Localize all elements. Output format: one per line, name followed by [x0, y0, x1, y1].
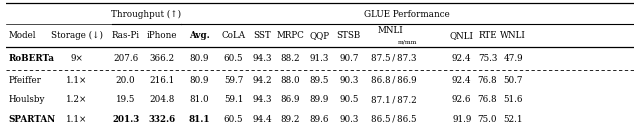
Text: 216.1: 216.1: [149, 76, 175, 85]
Text: 75.3: 75.3: [478, 54, 497, 63]
Text: 59.1: 59.1: [224, 95, 243, 104]
Text: SST: SST: [253, 31, 271, 40]
Text: QNLI: QNLI: [450, 31, 474, 40]
Text: 94.3: 94.3: [253, 95, 272, 104]
Text: 86.8 / 86.9: 86.8 / 86.9: [371, 76, 417, 85]
Text: iPhone: iPhone: [147, 31, 177, 40]
Text: Model: Model: [8, 31, 36, 40]
Text: 366.2: 366.2: [149, 54, 175, 63]
Text: 20.0: 20.0: [116, 76, 136, 85]
Text: 86.9: 86.9: [281, 95, 300, 104]
Text: 80.9: 80.9: [190, 76, 209, 85]
Text: 88.0: 88.0: [281, 76, 300, 85]
Text: Pfeiffer: Pfeiffer: [8, 76, 41, 85]
Text: 94.3: 94.3: [253, 54, 272, 63]
Text: 75.0: 75.0: [477, 115, 497, 124]
Text: 87.1 / 87.2: 87.1 / 87.2: [371, 95, 417, 104]
Text: QQP: QQP: [309, 31, 330, 40]
Text: RTE: RTE: [478, 31, 497, 40]
Text: 81.1: 81.1: [189, 115, 211, 124]
Text: 204.8: 204.8: [149, 95, 175, 104]
Text: 94.2: 94.2: [253, 76, 272, 85]
Text: 87.5 / 87.3: 87.5 / 87.3: [371, 54, 417, 63]
Text: 60.5: 60.5: [224, 54, 243, 63]
Text: 89.9: 89.9: [310, 95, 329, 104]
Text: 50.7: 50.7: [504, 76, 523, 85]
Text: Throughput (↑): Throughput (↑): [111, 10, 181, 19]
Text: 52.1: 52.1: [504, 115, 523, 124]
Text: 90.7: 90.7: [339, 54, 358, 63]
Text: SPARTAN: SPARTAN: [8, 115, 56, 124]
Text: 91.9: 91.9: [452, 115, 472, 124]
Text: 86.5 / 86.5: 86.5 / 86.5: [371, 115, 417, 124]
Text: 51.6: 51.6: [504, 95, 523, 104]
Text: 76.8: 76.8: [477, 95, 497, 104]
Text: 76.8: 76.8: [477, 76, 497, 85]
Text: 94.4: 94.4: [252, 115, 272, 124]
Text: MRPC: MRPC: [276, 31, 305, 40]
Text: 92.4: 92.4: [452, 76, 472, 85]
Text: MNLI: MNLI: [378, 26, 404, 35]
Text: 1.1×: 1.1×: [66, 115, 87, 124]
Text: WNLI: WNLI: [500, 31, 526, 40]
Text: 89.5: 89.5: [310, 76, 329, 85]
Text: m/mm: m/mm: [398, 39, 417, 44]
Text: 89.2: 89.2: [281, 115, 300, 124]
Text: GLUE Performance: GLUE Performance: [364, 10, 450, 19]
Text: 91.3: 91.3: [310, 54, 329, 63]
Text: 90.5: 90.5: [339, 95, 358, 104]
Text: 332.6: 332.6: [148, 115, 175, 124]
Text: 1.1×: 1.1×: [66, 76, 87, 85]
Text: Storage (↓): Storage (↓): [51, 31, 102, 40]
Text: 59.7: 59.7: [224, 76, 243, 85]
Text: 60.5: 60.5: [224, 115, 243, 124]
Text: Avg.: Avg.: [189, 31, 210, 40]
Text: CoLA: CoLA: [221, 31, 246, 40]
Text: 90.3: 90.3: [339, 115, 358, 124]
Text: Ras-Pi: Ras-Pi: [111, 31, 140, 40]
Text: 81.0: 81.0: [190, 95, 209, 104]
Text: Houlsby: Houlsby: [8, 95, 45, 104]
Text: 90.3: 90.3: [339, 76, 358, 85]
Text: 201.3: 201.3: [112, 115, 139, 124]
Text: 19.5: 19.5: [116, 95, 135, 104]
Text: 9×: 9×: [70, 54, 83, 63]
Text: 47.9: 47.9: [504, 54, 523, 63]
Text: 207.6: 207.6: [113, 54, 138, 63]
Text: 80.9: 80.9: [190, 54, 209, 63]
Text: STSB: STSB: [337, 31, 361, 40]
Text: 92.4: 92.4: [452, 54, 472, 63]
Text: 1.2×: 1.2×: [66, 95, 87, 104]
Text: 92.6: 92.6: [452, 95, 472, 104]
Text: 89.6: 89.6: [310, 115, 329, 124]
Text: RoBERTa: RoBERTa: [8, 54, 54, 63]
Text: 88.2: 88.2: [281, 54, 300, 63]
